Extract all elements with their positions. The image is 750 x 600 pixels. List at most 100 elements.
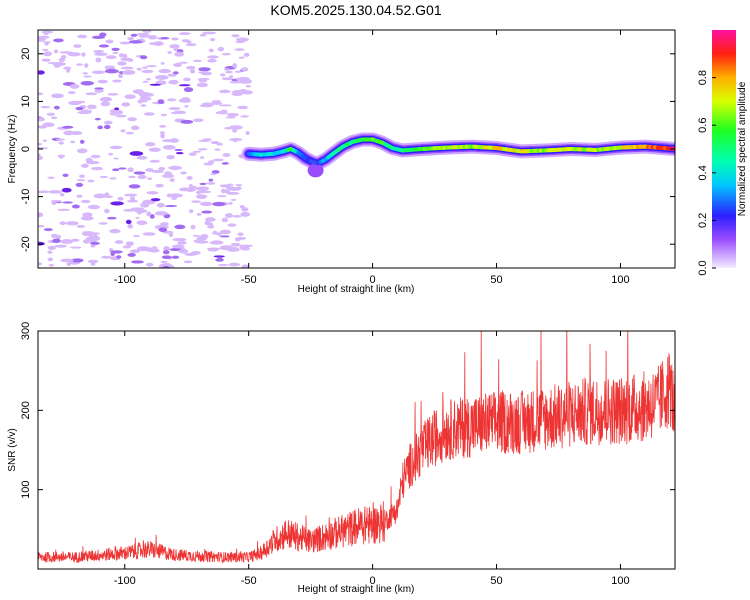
spectrogram-xtick-label: -50 (241, 274, 257, 286)
noise-blob (65, 221, 79, 226)
noise-blob (218, 104, 232, 107)
noise-blob (127, 117, 137, 122)
spectrogram-ytick-label: 10 (20, 95, 32, 107)
noise-blob (47, 257, 54, 262)
snr-y-ticks: 100 200 300 (20, 322, 675, 499)
spectrogram-ylabel: Frequency (Hz) (7, 115, 18, 184)
noise-blob (212, 201, 226, 207)
colorbar-tick-label: 0.4 (697, 165, 709, 180)
noise-blob (221, 188, 226, 194)
noise-blob (130, 33, 138, 37)
noise-blob (122, 69, 136, 75)
noise-blob (60, 258, 74, 263)
ridge-dip-blob (307, 163, 324, 178)
snr-series-line (38, 331, 675, 564)
noise-blob (127, 36, 134, 41)
noise-blob (150, 198, 161, 202)
noise-blob (142, 232, 156, 236)
noise-blob (62, 173, 69, 177)
noise-blob (38, 117, 45, 122)
noise-blob (160, 61, 165, 65)
noise-blob (47, 176, 55, 179)
noise-blob (200, 201, 213, 207)
noise-blob (221, 162, 229, 165)
spectrogram-xtick-label: 100 (611, 274, 629, 286)
noise-blob (192, 234, 200, 237)
snr-x-ticks: -100 -50 0 50 100 (114, 331, 630, 587)
noise-blob (202, 138, 212, 141)
noise-blob (192, 150, 202, 153)
noise-blob (125, 131, 135, 135)
noise-blob (168, 165, 183, 171)
noise-blob (104, 68, 119, 74)
noise-blob (171, 255, 180, 259)
noise-blob (158, 227, 168, 233)
noise-blob (53, 38, 64, 43)
noise-blob (58, 141, 65, 145)
noise-blob (188, 209, 194, 214)
noise-blob (143, 112, 155, 116)
spectrogram-ytick-label: -10 (20, 189, 32, 205)
noise-blob (120, 66, 134, 70)
noise-blob (222, 153, 231, 157)
noise-blob (162, 145, 176, 150)
noise-blob (121, 102, 131, 107)
noise-blob (118, 73, 123, 79)
noise-blob (223, 68, 230, 71)
noise-blob (158, 167, 166, 171)
noise-blob (201, 210, 213, 214)
noise-blob (230, 198, 237, 201)
noise-blob (148, 248, 160, 253)
noise-blob (129, 196, 136, 201)
noise-blob (217, 263, 229, 267)
noise-blob (198, 190, 207, 194)
noise-blob (83, 239, 90, 244)
noise-blob (93, 49, 104, 53)
noise-blob (229, 75, 234, 78)
noise-blob (163, 246, 170, 251)
noise-blob (136, 67, 142, 71)
noise-blob (203, 162, 214, 166)
noise-blob (95, 57, 102, 63)
noise-blob (183, 77, 191, 82)
noise-blob (232, 215, 242, 218)
noise-blob (189, 69, 196, 74)
noise-blob (208, 48, 214, 53)
noise-blob (172, 244, 185, 249)
noise-blob (193, 239, 204, 243)
snr-xtick-label: -100 (114, 575, 136, 587)
noise-blob (81, 231, 95, 237)
noise-blob (193, 59, 202, 63)
noise-blob (170, 111, 182, 115)
noise-blob (57, 208, 71, 211)
noise-blob (235, 40, 245, 44)
noise-blob (38, 92, 44, 96)
noise-blob (236, 186, 242, 191)
noise-blob (208, 160, 215, 164)
noise-blob (43, 41, 51, 44)
noise-blob (145, 262, 154, 267)
noise-blob (237, 232, 244, 237)
noise-blob (98, 222, 108, 225)
noise-blob (141, 69, 154, 74)
noise-blob (167, 73, 177, 77)
noise-blob (38, 35, 50, 39)
noise-blob (188, 152, 197, 156)
noise-blob (235, 77, 247, 81)
noise-blob (83, 63, 89, 68)
noise-blob (94, 117, 101, 121)
noise-blob (197, 78, 210, 81)
noise-blob (76, 224, 86, 228)
noise-blob (225, 70, 233, 74)
noise-blob (109, 177, 117, 180)
noise-blob (109, 228, 121, 234)
noise-blob (70, 258, 84, 263)
noise-blob (169, 178, 175, 182)
noise-blob (128, 40, 143, 44)
noise-blob (217, 256, 223, 260)
noise-blob (90, 154, 101, 159)
noise-blob (109, 145, 123, 150)
noise-blob (118, 167, 127, 170)
noise-blob (75, 106, 84, 111)
